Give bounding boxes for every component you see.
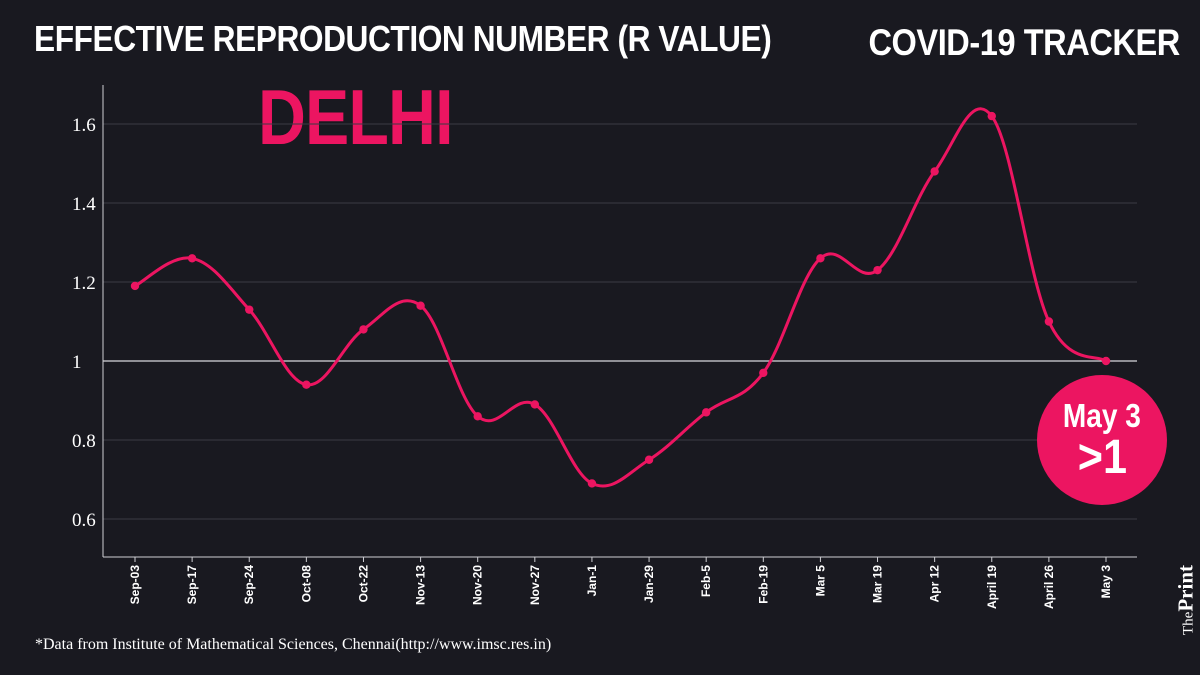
data-point — [416, 301, 425, 310]
x-tick-label: Jan-29 — [642, 565, 656, 603]
y-tick-label: 1.6 — [72, 115, 96, 136]
data-point — [130, 281, 140, 291]
data-point — [187, 254, 197, 263]
data-point — [644, 455, 654, 464]
y-tick-label: 1.4 — [72, 194, 96, 215]
data-point — [873, 265, 882, 275]
x-tick-label: Jan-1 — [585, 565, 599, 597]
y-tick-label: 0.8 — [72, 431, 96, 452]
brand-the: The — [1180, 611, 1197, 635]
data-point — [302, 380, 311, 389]
y-tick-label: 0.6 — [72, 510, 96, 531]
x-tick-label: Apr 12 — [928, 565, 942, 603]
data-point — [816, 254, 825, 263]
latest-value-badge: May 3 >1 — [1037, 375, 1167, 505]
x-tick-label: Sep-17 — [185, 565, 199, 605]
chart-title: EFFECTIVE REPRODUCTION NUMBER (R VALUE) — [34, 18, 772, 59]
x-tick-label: Oct-22 — [356, 565, 370, 603]
brand-print: Print — [1173, 565, 1198, 612]
y-tick-label: 1.2 — [72, 273, 96, 294]
x-tick-label: Mar 19 — [871, 565, 885, 603]
tracker-label: COVID-19 TRACKER — [868, 22, 1181, 63]
city-name: DELHI — [258, 73, 454, 161]
y-tick-label: 1 — [72, 352, 82, 373]
axes — [102, 85, 1137, 562]
data-point — [759, 368, 768, 378]
badge-date: May 3 — [1063, 397, 1141, 434]
y-tick-labels: 0.6 0.8 1 1.2 1.4 1.6 — [72, 115, 96, 531]
x-tick-labels: Sep-03 Sep-17 Sep-24 Oct-08 Oct-22 Nov-13 Nov-… — [128, 565, 1113, 609]
data-point — [473, 412, 482, 421]
x-tick-label: Feb-19 — [756, 565, 770, 604]
brand-logo: ThePrint — [1174, 565, 1199, 635]
x-tick-label: Mar 5 — [813, 565, 827, 597]
data-point — [1101, 356, 1111, 366]
x-tick-label: Oct-08 — [299, 565, 313, 603]
data-point — [1044, 317, 1054, 326]
x-tick-label: May 3 — [1099, 565, 1113, 599]
source-footnote: *Data from Institute of Mathematical Sci… — [35, 636, 552, 653]
x-tick-label: Sep-24 — [242, 565, 256, 605]
series-line — [134, 107, 1107, 488]
x-tick-label: April 26 — [1042, 565, 1056, 609]
data-points — [130, 111, 1111, 488]
x-tick-label: Nov-27 — [528, 565, 542, 605]
data-point — [930, 167, 939, 176]
data-point — [701, 408, 711, 417]
data-point — [359, 325, 368, 334]
x-tick-label: April 19 — [985, 565, 999, 609]
data-point — [587, 479, 597, 488]
data-point — [530, 400, 540, 409]
x-tick-label: Feb-5 — [699, 565, 713, 597]
badge-value: >1 — [1077, 431, 1127, 484]
x-tick-label: Nov-20 — [471, 565, 485, 605]
data-point — [987, 111, 996, 121]
x-tick-label: Nov-13 — [414, 565, 428, 605]
x-tick-label: Sep-03 — [128, 565, 142, 605]
data-point — [245, 305, 254, 314]
